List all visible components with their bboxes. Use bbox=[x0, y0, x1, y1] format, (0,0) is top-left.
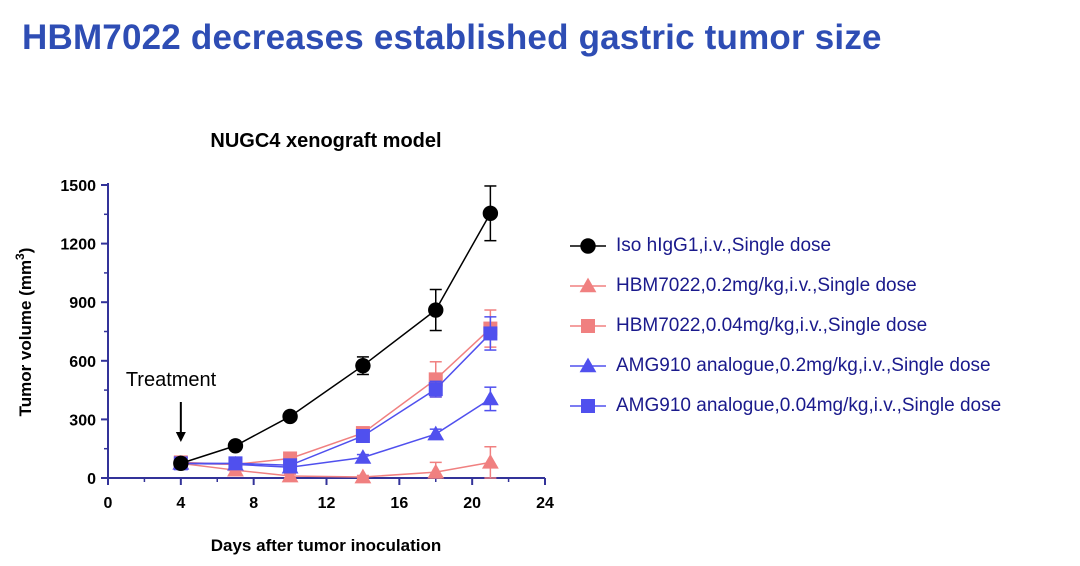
series-line bbox=[180, 461, 491, 478]
y-tick-label: 900 bbox=[69, 295, 96, 312]
y-tick-label: 0 bbox=[87, 471, 96, 488]
legend-item: AMG910 analogue,0.2mg/kg,i.v.,Single dos… bbox=[568, 346, 1001, 386]
legend-item: AMG910 analogue,0.04mg/kg,i.v.,Single do… bbox=[568, 386, 1001, 426]
x-tick-label: 16 bbox=[390, 495, 408, 512]
slide-title: HBM7022 decreases established gastric tu… bbox=[22, 18, 882, 57]
legend-swatch bbox=[570, 277, 606, 293]
x-tick-label: 0 bbox=[104, 495, 113, 512]
y-axis-label: Tumor volume (mm3) bbox=[13, 248, 35, 417]
series-line bbox=[180, 332, 491, 467]
x-tick-label: 24 bbox=[536, 495, 554, 512]
legend-marker bbox=[580, 238, 596, 254]
x-axis-label: Days after tumor inoculation bbox=[211, 536, 441, 555]
data-point bbox=[481, 390, 499, 406]
series-line bbox=[180, 398, 491, 469]
y-tick-label: 600 bbox=[69, 354, 96, 371]
data-point bbox=[355, 429, 370, 444]
legend-label: Iso hIgG1,i.v.,Single dose bbox=[616, 235, 832, 256]
x-tick-label: 12 bbox=[318, 495, 336, 512]
legend-swatch bbox=[570, 399, 606, 413]
chart-title: NUGC4 xenograft model bbox=[210, 130, 441, 152]
data-point bbox=[482, 205, 499, 222]
legend-swatch bbox=[570, 357, 606, 373]
series-line bbox=[180, 328, 491, 466]
data-point bbox=[483, 326, 498, 341]
treatment-annotation: Treatment bbox=[126, 369, 217, 391]
legend-swatch bbox=[570, 319, 606, 333]
treatment-arrowhead bbox=[175, 432, 186, 442]
data-point bbox=[354, 468, 372, 484]
legend-label: AMG910 analogue,0.2mg/kg,i.v.,Single dos… bbox=[616, 355, 991, 376]
legend-label: AMG910 analogue,0.04mg/kg,i.v.,Single do… bbox=[616, 395, 1002, 416]
data-point bbox=[481, 453, 499, 469]
data-point bbox=[283, 458, 298, 473]
legend-marker bbox=[579, 277, 597, 293]
legend-marker bbox=[581, 399, 595, 413]
data-point bbox=[427, 463, 445, 479]
data-point bbox=[173, 455, 189, 472]
data-point bbox=[354, 449, 372, 464]
series-line bbox=[180, 212, 492, 465]
data-point bbox=[355, 357, 371, 374]
data-point bbox=[427, 425, 445, 441]
legend-label: HBM7022,0.2mg/kg,i.v.,Single dose bbox=[616, 275, 917, 296]
legend-item: HBM7022,0.04mg/kg,i.v.,Single dose bbox=[568, 306, 1001, 346]
x-tick-label: 8 bbox=[249, 495, 258, 512]
data-point bbox=[428, 302, 444, 318]
data-point bbox=[428, 382, 443, 397]
x-tick-label: 4 bbox=[176, 495, 185, 512]
legend-marker bbox=[581, 319, 595, 333]
data-point bbox=[228, 456, 243, 471]
legend-item: HBM7022,0.2mg/kg,i.v.,Single dose bbox=[568, 266, 1001, 306]
legend-marker bbox=[579, 357, 597, 373]
data-point bbox=[282, 408, 298, 425]
legend: Iso hIgG1,i.v.,Single dose HBM7022,0.2mg/… bbox=[568, 226, 1001, 426]
y-tick-label: 300 bbox=[69, 412, 96, 429]
data-point bbox=[281, 467, 299, 483]
y-tick-label: 1200 bbox=[60, 237, 96, 254]
legend-item: Iso hIgG1,i.v.,Single dose bbox=[568, 226, 1001, 266]
x-tick-label: 20 bbox=[463, 495, 481, 512]
y-tick-label: 1500 bbox=[60, 178, 96, 195]
series-4 bbox=[173, 316, 498, 473]
legend-swatch bbox=[570, 238, 606, 254]
series-3 bbox=[172, 386, 499, 474]
data-point bbox=[227, 438, 244, 454]
series-0 bbox=[173, 185, 499, 472]
legend-label: HBM7022,0.04mg/kg,i.v.,Single dose bbox=[616, 315, 928, 336]
